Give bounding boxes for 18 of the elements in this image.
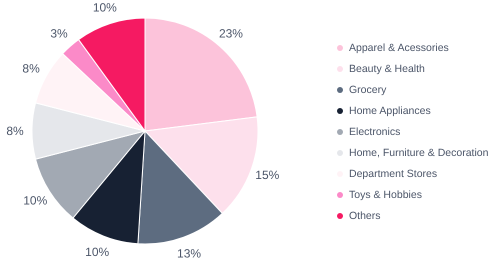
data-label: 10% [92, 0, 118, 14]
data-label: 8% [6, 124, 24, 138]
legend-label: Others [349, 210, 381, 222]
data-label: 10% [85, 244, 110, 259]
data-label: 8% [22, 61, 40, 76]
legend-label: Home, Furniture & Decoration [349, 147, 489, 159]
legend-label: Department Stores [349, 168, 438, 180]
legend-label: Electronics [349, 126, 400, 138]
data-label: 13% [177, 246, 202, 260]
data-label: 3% [50, 26, 68, 40]
legend-label: Apparel & Acessories [349, 42, 449, 54]
legend-label: Toys & Hobbies [349, 189, 422, 201]
data-label: 10% [23, 194, 48, 208]
legend-label: Home Appliances [349, 105, 431, 117]
legend-label: Grocery [349, 84, 388, 96]
data-label: 23% [218, 26, 244, 40]
legend-label: Beauty & Health [349, 63, 426, 75]
data-label: 15% [255, 168, 280, 182]
